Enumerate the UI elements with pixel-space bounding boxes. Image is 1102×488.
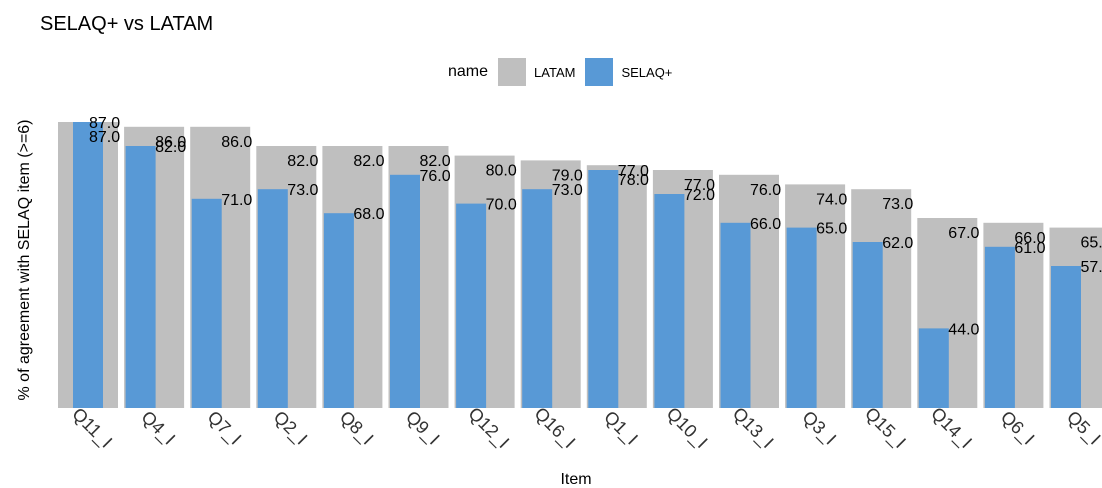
legend-swatch-selaq <box>585 58 614 86</box>
data-label-selaq-q6-i: 61.0 <box>1014 240 1045 257</box>
bar-selaq-q15-i <box>852 242 883 408</box>
bar-selaq-q13-i <box>720 222 751 408</box>
legend-item-latam: LATAM <box>498 58 575 86</box>
data-label-latam-q2-i: 82.0 <box>287 153 318 170</box>
x-tick-q8-i: Q8_I <box>335 407 377 449</box>
bar-selaq-q2-i <box>257 189 288 408</box>
data-label-selaq-q7-i: 71.0 <box>221 192 252 209</box>
legend-item-selaq: SELAQ+ <box>585 58 672 86</box>
bar-selaq-q5-i <box>1051 266 1081 408</box>
x-tick-q13-i: Q13_I <box>728 403 778 453</box>
x-tick-q2-i: Q2_I <box>269 407 311 449</box>
data-label-selaq-q15-i: 62.0 <box>882 235 913 252</box>
data-label-latam-q11-i: 87.0 <box>89 129 120 146</box>
bar-selaq-q4-i <box>125 146 156 408</box>
x-tick-q3-i: Q3_I <box>798 407 840 449</box>
data-label-latam-q14-i: 67.0 <box>948 225 979 242</box>
x-tick-q4-i: Q4_I <box>137 407 179 449</box>
legend: name LATAM SELAQ+ <box>448 58 682 86</box>
data-label-selaq-q3-i: 65.0 <box>816 221 847 238</box>
legend-title: name <box>448 63 489 80</box>
data-label-selaq-q12-i: 70.0 <box>486 197 517 214</box>
x-tick-q11-i: Q11_I <box>68 404 117 453</box>
data-label-latam-q15-i: 73.0 <box>882 196 913 213</box>
data-label-latam-q4-i: 86.0 <box>155 134 186 151</box>
x-tick-q10-i: Q10_I <box>662 403 712 453</box>
x-tick-q12-i: Q12_I <box>464 403 514 453</box>
chart-title: SELAQ+ vs LATAM <box>40 13 214 35</box>
x-axis-label: Item <box>560 471 591 488</box>
data-label-selaq-q11-i: 87.0 <box>89 115 120 132</box>
data-label-selaq-q10-i: 72.0 <box>684 187 715 204</box>
bar-selaq-q14-i <box>918 328 949 408</box>
bar-selaq-q9-i <box>390 174 420 408</box>
bar-selaq-q12-i <box>456 203 487 408</box>
y-axis-label: % of agreement with SELAQ item (>=6) <box>16 119 33 400</box>
x-tick-q6-i: Q6_I <box>996 407 1038 449</box>
data-labels-layer: 87.087.086.082.0 86.071.082.073.082.068.0… <box>89 115 1102 338</box>
data-label-latam-q6-i: 66.0 <box>1014 230 1045 247</box>
data-label-latam-q5-i: 65.0 <box>1081 235 1102 252</box>
data-label-selaq-q1-i: 77.0 <box>618 163 649 180</box>
bar-selaq-q1-i <box>588 170 619 408</box>
bar-selaq-q3-i <box>786 227 817 408</box>
x-tick-q9-i: Q9_I <box>401 407 443 449</box>
data-label-latam-q13-i: 76.0 <box>750 182 781 199</box>
data-label-selaq-q16-i: 73.0 <box>552 182 583 199</box>
x-tick-q5-i: Q5_I <box>1062 407 1102 449</box>
data-label-selaq-q2-i: 73.0 <box>287 182 318 199</box>
bar-selaq-q11-i <box>73 122 103 408</box>
data-label-selaq-q8-i: 68.0 <box>353 206 384 223</box>
bar-selaq-q7-i <box>191 198 222 408</box>
data-label-latam-q10-i: 77.0 <box>684 177 715 194</box>
data-label-selaq-q9-i: 76.0 <box>420 168 451 185</box>
data-label-latam-q9-i: 82.0 <box>420 153 451 170</box>
x-tick-labels-layer: Q11_I Q4_I Q7_I Q2_I Q8_I Q9_I Q12_I Q16_I Q1_I Q… <box>68 403 1102 453</box>
data-label-selaq-q13-i: 66.0 <box>750 216 781 233</box>
legend-label-selaq: SELAQ+ <box>621 64 673 80</box>
data-label-latam-q7-i: 86.0 <box>221 134 252 151</box>
bar-selaq-q6-i <box>984 246 1015 408</box>
data-label-latam-q3-i: 74.0 <box>816 191 847 208</box>
data-label-selaq-q5-i: 57.0 <box>1081 259 1102 276</box>
bar-selaq-q10-i <box>654 194 685 408</box>
x-tick-q14-i: Q14_I <box>926 403 976 453</box>
data-label-selaq-q4-i: 82.0 <box>155 139 186 156</box>
data-label-selaq-q14-i: 44.0 <box>948 321 979 338</box>
bar-selaq-q16-i <box>522 189 553 408</box>
x-tick-q1-i: Q1_I <box>599 407 641 449</box>
data-label-latam-q1-i: 78.0 <box>618 172 649 189</box>
data-label-latam-q12-i: 80.0 <box>486 163 517 180</box>
data-label-latam-q16-i: 79.0 <box>552 167 583 184</box>
x-tick-q15-i: Q15_I <box>860 403 910 453</box>
x-tick-q7-i: Q7_I <box>203 407 245 449</box>
bars-layer <box>58 122 1102 409</box>
bar-selaq-q8-i <box>323 213 354 408</box>
x-tick-q16-i: Q16_I <box>530 403 580 453</box>
legend-label-latam: LATAM <box>534 64 576 80</box>
legend-swatch-latam <box>498 58 527 86</box>
data-label-latam-q8-i: 82.0 <box>353 153 384 170</box>
